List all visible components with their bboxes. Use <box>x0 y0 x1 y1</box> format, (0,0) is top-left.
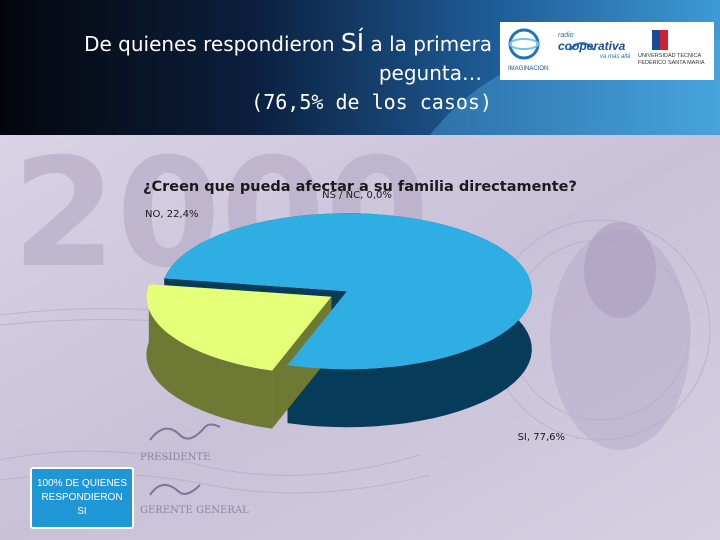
cooperativa-tagline: va más allá <box>600 54 631 60</box>
pie-layer: SI, 77,6% NO, 22,4% NS / NC, 0,0% <box>145 190 565 443</box>
imaginacion-label: IMAGINACION <box>508 66 549 72</box>
signature-presidente <box>149 423 221 441</box>
note-box: 100% DE QUIENES RESPONDIERON SI <box>30 467 134 529</box>
usm-line-2: FEDERICO SANTA MARIA <box>638 60 705 66</box>
data-label-no: NO, 22,4% <box>145 209 198 220</box>
presidente-label: PRESIDENTE <box>140 452 210 463</box>
title-text-post: a la primera <box>364 32 492 56</box>
gerente-label: GERENTE GENERAL <box>140 505 249 516</box>
portrait-silhouette <box>550 230 690 450</box>
radio-label: radio <box>558 32 574 39</box>
title-line-2: pegunta… <box>378 61 482 85</box>
title-emphasis: SÍ <box>340 28 365 57</box>
data-label-si: SI, 77,6% <box>518 432 565 443</box>
chart-title: ¿Creen que pueda afectar a su familia di… <box>143 179 577 195</box>
title-text-pre: De quienes respondieron <box>84 32 341 56</box>
pie-side-no <box>146 284 273 429</box>
logos-graphics <box>508 28 668 60</box>
slide-title: De quienes respondieron SÍ a la primera … <box>22 28 492 117</box>
slide-header: De quienes respondieron SÍ a la primera … <box>0 0 720 135</box>
title-line-3: (76,5% de los casos) <box>251 90 492 114</box>
data-label-nsnc: NS / NC, 0,0% <box>322 190 392 201</box>
pie-slice-no <box>146 284 332 371</box>
portrait-head <box>584 222 656 318</box>
logo-strip: IMAGINACION radio cooperativa va más all… <box>500 22 714 80</box>
cooperativa-wave-icon <box>569 42 595 51</box>
pie-slice-si <box>164 213 532 370</box>
signature-gerente <box>149 484 201 496</box>
cooperativa-label: cooperativa <box>558 39 626 53</box>
usm-line-1: UNIVERSIDAD TECNICA <box>638 53 702 59</box>
note-text: 100% DE QUIENES RESPONDIERON SI <box>36 478 128 517</box>
